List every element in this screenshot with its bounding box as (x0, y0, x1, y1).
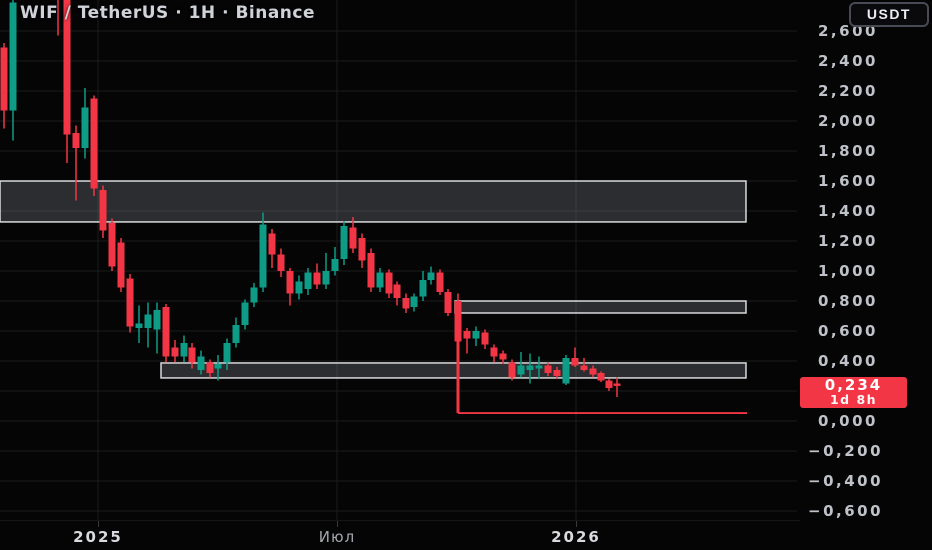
candle-down (72, 133, 80, 149)
candle-up (376, 272, 384, 288)
demand-zone-lower[interactable] (160, 362, 747, 379)
candle-down (367, 253, 375, 288)
candle-down (108, 223, 116, 267)
bar-countdown: 1d 8h (829, 391, 878, 407)
candle-down (277, 254, 285, 272)
candle-down (349, 227, 357, 249)
price-axis-label: −0,400 (808, 472, 884, 490)
time-axis[interactable]: 2025 Июл 2026 (0, 520, 800, 550)
candle-up (153, 310, 161, 330)
candle-down (286, 271, 294, 294)
price-axis[interactable]: 2,600 2,400 2,200 2,000 1,800 1,600 1,400 1,200… (800, 0, 932, 520)
candle-down (188, 347, 196, 363)
price-axis-label: 0,600 (818, 322, 878, 340)
candle-down (99, 190, 107, 231)
candle-down (268, 233, 276, 255)
price-axis-label: 0,800 (818, 292, 878, 310)
price-axis-label: 1,400 (818, 202, 878, 220)
candle-up (427, 272, 435, 281)
candle-up (259, 224, 267, 288)
price-axis-label: −0,200 (808, 442, 884, 460)
last-price-label: 0,234 1d 8h (800, 375, 907, 408)
candle-up (214, 364, 222, 369)
candle-down (597, 373, 605, 381)
candle-down (499, 353, 507, 360)
symbol-title[interactable]: WIF / TetherUS · 1H · Binance (20, 3, 316, 23)
candle-down (162, 307, 170, 357)
candle-down (117, 242, 125, 288)
price-axis-label: 2,000 (818, 112, 878, 130)
time-axis-label: Июл (318, 528, 356, 546)
supply-zone-upper[interactable] (0, 180, 747, 223)
candle-up (322, 271, 330, 285)
supply-zone-mid[interactable] (454, 300, 747, 314)
time-axis-tick (576, 521, 577, 527)
candle-down (490, 347, 498, 357)
candle-up (535, 365, 543, 369)
candle-down (385, 272, 393, 294)
candle-down (444, 292, 452, 314)
candle-up (135, 323, 143, 329)
candle-down (358, 238, 366, 261)
candle-down (436, 272, 444, 293)
candle-up (241, 302, 249, 326)
candle-up (562, 358, 570, 384)
time-axis-label: 2025 (73, 528, 123, 546)
candle-down (605, 380, 613, 389)
quote-currency-button[interactable]: USDT (848, 2, 929, 27)
candle-up (331, 259, 339, 272)
candle-up (250, 287, 258, 303)
candlestick-chart-canvas[interactable] (0, 0, 800, 550)
candle-down (481, 332, 489, 345)
price-axis-label: 0,000 (818, 412, 878, 430)
candle-down (90, 98, 98, 189)
candle-down (571, 358, 579, 366)
candle-down (553, 370, 561, 377)
candle-up (517, 365, 525, 375)
time-axis-tick (337, 521, 338, 527)
candle-up (180, 343, 188, 357)
candle-down (544, 365, 552, 374)
candle-down (589, 368, 597, 375)
candle-down (171, 347, 179, 357)
price-axis-label: 1,800 (818, 142, 878, 160)
price-axis-label: 0,400 (818, 352, 878, 370)
candle-up (526, 365, 534, 371)
candle-down (613, 383, 621, 386)
candle-down (463, 331, 471, 339)
price-axis-label: 1,000 (818, 262, 878, 280)
candle-down (313, 272, 321, 285)
candle-up (295, 281, 303, 294)
candle-up (9, 2, 17, 111)
candle-up (340, 226, 348, 260)
candle-down (206, 362, 214, 374)
candle-down (402, 298, 410, 309)
time-axis-label: 2026 (551, 528, 601, 546)
candle-up (81, 107, 89, 149)
price-axis-label: 1,200 (818, 232, 878, 250)
candle-up (472, 331, 480, 339)
candle-up (304, 272, 312, 290)
price-axis-label: 2,400 (818, 52, 878, 70)
candle-up (410, 296, 418, 308)
last-price-value: 0,234 (824, 375, 883, 394)
candle-up (419, 280, 427, 297)
price-axis-label: 1,600 (818, 172, 878, 190)
price-axis-label: 2,200 (818, 82, 878, 100)
candle-up (144, 314, 152, 329)
candle-down (508, 362, 516, 378)
candle-down (63, 0, 71, 135)
candle-down (126, 278, 134, 327)
candle-down (393, 284, 401, 299)
candle-up (223, 343, 231, 363)
candle-up (232, 325, 240, 344)
price-axis-label: −0,600 (808, 502, 884, 520)
candle-up (197, 356, 205, 371)
time-axis-tick (98, 521, 99, 527)
candle-down (580, 365, 588, 371)
candle-down (0, 47, 8, 111)
